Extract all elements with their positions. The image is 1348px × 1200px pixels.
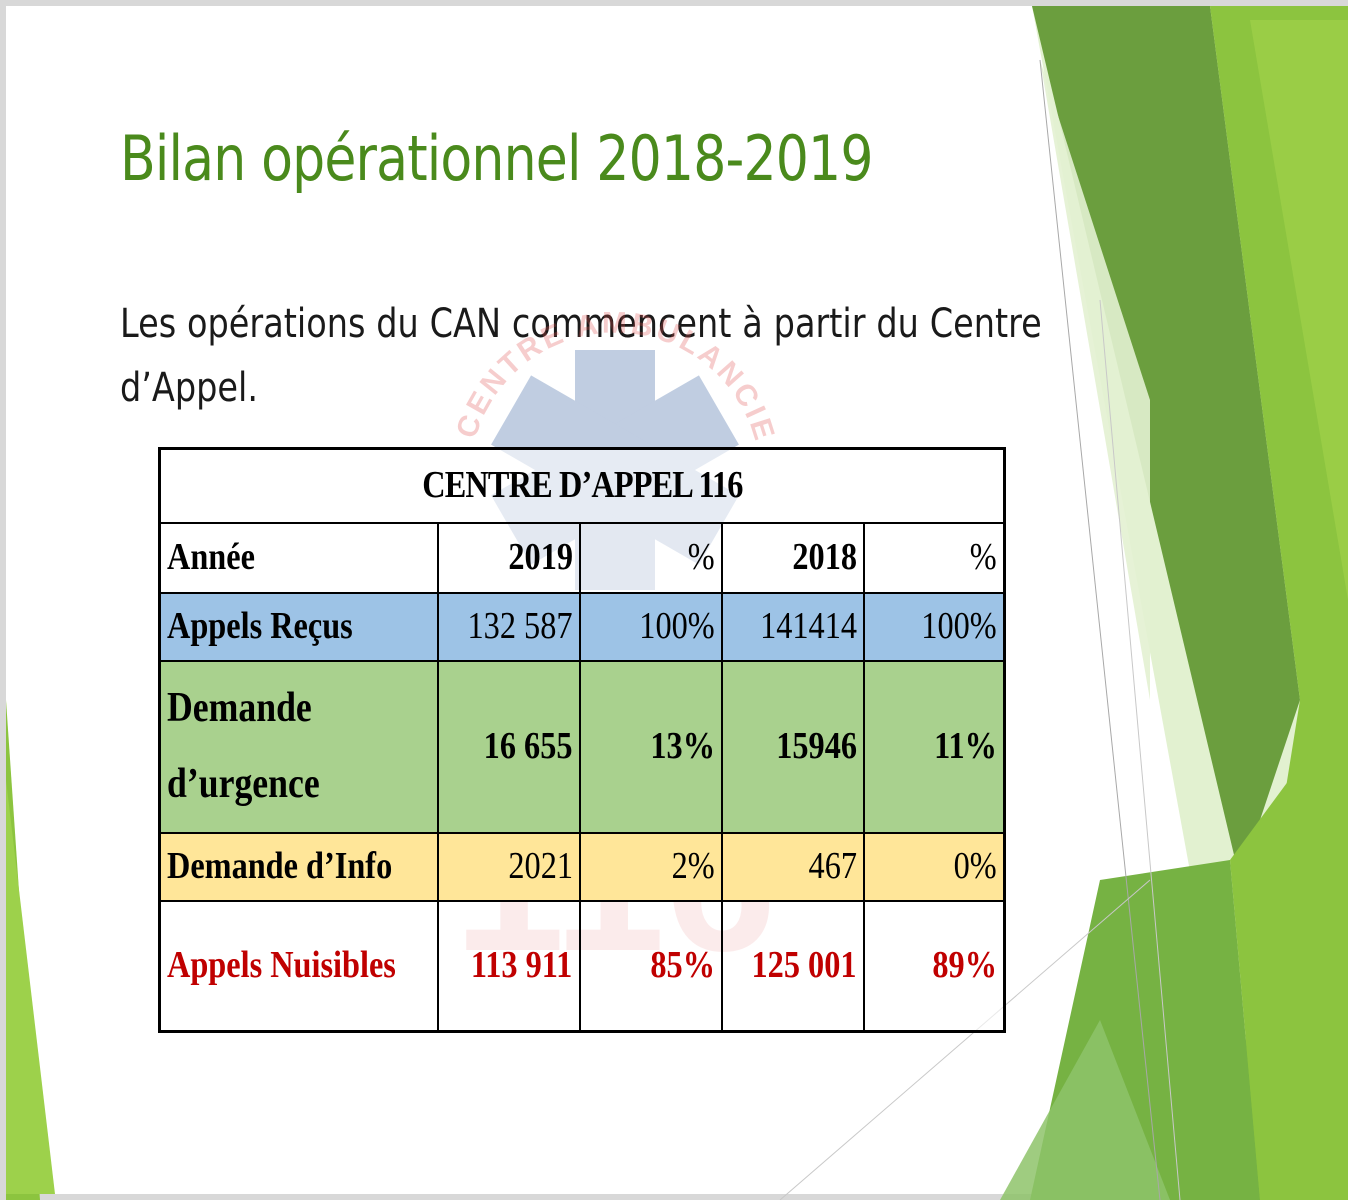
table-row: Appels Reçus 132 587 100% 141414 100% — [158, 592, 1006, 662]
header-year-label: Année — [158, 522, 439, 594]
cell-2019: 132 587 — [436, 592, 581, 662]
slide-title: Bilan opérationnel 2018-2019 — [120, 122, 873, 195]
cell-pct-2018: 0% — [862, 832, 1006, 902]
cell-2018: 125 001 — [720, 900, 865, 1033]
cell-2019: 113 911 — [436, 900, 581, 1033]
table-caption-row: CENTRE D’APPEL 116 — [158, 447, 1006, 524]
cell-pct-2018: 100% — [862, 592, 1006, 662]
cell-pct-2019: 100% — [578, 592, 723, 662]
cell-pct-2019: 13% — [578, 660, 723, 834]
header-pct-2019: % — [578, 522, 723, 594]
cell-2018: 141414 — [720, 592, 865, 662]
header-2019: 2019 — [436, 522, 581, 594]
table-row: Demande d’Info 2021 2% 467 0% — [158, 832, 1006, 902]
cell-pct-2018: 89% — [862, 900, 1006, 1033]
cell-2019: 16 655 — [436, 660, 581, 834]
cell-2019: 2021 — [436, 832, 581, 902]
row-label: Demande d’Info — [158, 832, 439, 902]
slide-body-text: Les opérations du CAN commencent à parti… — [120, 301, 1042, 411]
header-2018: 2018 — [720, 522, 865, 594]
cell-2018: 467 — [720, 832, 865, 902]
row-label: Appels Reçus — [158, 592, 439, 662]
header-pct-2018: % — [862, 522, 1006, 594]
table-header-row: Année 2019 % 2018 % — [158, 522, 1006, 594]
row-label: Demande d’urgence — [158, 660, 439, 834]
table-row: Appels Nuisibles 113 911 85% 125 001 89% — [158, 900, 1006, 1033]
cell-pct-2018: 11% — [862, 660, 1006, 834]
call-center-table: CENTRE D’APPEL 116 Année 2019 % 2018 % A… — [158, 447, 1007, 1033]
table-caption: CENTRE D’APPEL 116 — [158, 447, 1006, 524]
row-label: Appels Nuisibles — [158, 900, 439, 1033]
cell-2018: 15946 — [720, 660, 865, 834]
cell-pct-2019: 85% — [578, 900, 723, 1033]
table-row: Demande d’urgence 16 655 13% 15946 11% — [158, 660, 1006, 834]
cell-pct-2019: 2% — [578, 832, 723, 902]
